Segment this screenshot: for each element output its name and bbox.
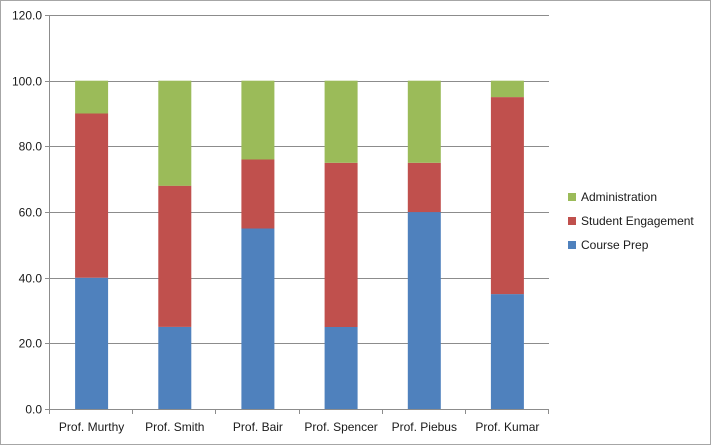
legend-swatch xyxy=(568,217,576,225)
legend-entry: Administration xyxy=(581,190,657,204)
y-tick-label: 120.0 xyxy=(12,9,42,23)
x-tick-label: Prof. Murthy xyxy=(59,420,124,434)
bar-segment xyxy=(407,162,441,213)
bar-segment xyxy=(241,159,275,229)
x-tick-label: Prof. Piebus xyxy=(392,420,457,434)
legend-swatch xyxy=(568,193,576,201)
x-tick-label: Prof. Kumar xyxy=(475,420,539,434)
y-tick-label: 60.0 xyxy=(19,206,43,220)
x-axis-tick-labels: Prof. Murthy Prof. Smith Prof. Bair Prof. S… xyxy=(59,420,539,434)
bar-segment xyxy=(158,326,192,409)
legend-entry: Student Engagement xyxy=(581,214,694,228)
y-tick-label: 40.0 xyxy=(19,272,43,286)
legend-swatch xyxy=(568,241,576,249)
bar-segment xyxy=(490,294,524,409)
gridlines xyxy=(50,15,549,344)
bar-segment xyxy=(75,277,109,409)
y-axis-tick-labels: 0.0 20.0 40.0 60.0 80.0 100.0 120.0 xyxy=(12,9,42,417)
bar-segment xyxy=(241,80,275,160)
bar-segment xyxy=(324,326,358,409)
bar-segment xyxy=(407,80,441,163)
bar-segment xyxy=(407,212,441,409)
bar-segment xyxy=(158,185,192,327)
bar-segment xyxy=(490,97,524,295)
bar-segment xyxy=(75,113,109,278)
legend: Administration Student Engagement Course P… xyxy=(568,190,694,252)
y-tick-label: 80.0 xyxy=(19,140,43,154)
y-tick-label: 20.0 xyxy=(19,337,43,351)
bars xyxy=(75,80,524,409)
bar-segment xyxy=(241,228,275,409)
x-tick-label: Prof. Bair xyxy=(233,420,283,434)
y-tick-label: 100.0 xyxy=(12,75,42,89)
bar-segment xyxy=(324,80,358,163)
x-tick-label: Prof. Spencer xyxy=(304,420,377,434)
y-tick-label: 0.0 xyxy=(25,403,42,417)
x-tick-label: Prof. Smith xyxy=(145,420,204,434)
bar-segment xyxy=(324,162,358,327)
bar-segment xyxy=(75,80,109,114)
bar-segment xyxy=(490,80,524,98)
bar-segment xyxy=(158,80,192,186)
axes xyxy=(45,15,549,414)
legend-entry: Course Prep xyxy=(581,238,649,252)
